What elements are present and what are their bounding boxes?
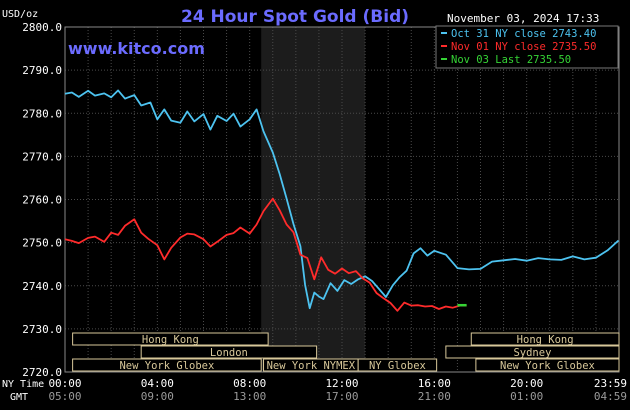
gmt-time-tick: 09:00 xyxy=(141,390,174,403)
grid xyxy=(64,26,620,373)
session-box xyxy=(475,358,620,372)
series-line xyxy=(64,89,620,310)
session-label: Hong Kong xyxy=(517,334,574,346)
gmt-time-tick: 17:00 xyxy=(325,390,358,403)
session-label: Sydney xyxy=(513,347,551,359)
ny-time-tick: 16:00 xyxy=(418,377,451,390)
session-box xyxy=(72,358,262,372)
y-tick-label: 2740.0 xyxy=(22,280,62,293)
y-tick-label: 2770.0 xyxy=(22,150,62,163)
plot-frame xyxy=(64,26,620,373)
ny-time-tick: 00:00 xyxy=(48,377,81,390)
gmt-time-tick: 21:00 xyxy=(418,390,451,403)
y-tick-label: 2760.0 xyxy=(22,194,62,207)
gmt-label: GMT xyxy=(10,392,28,403)
series-lines xyxy=(64,89,620,312)
legend-entry: Nov 01 NY close 2735.50 xyxy=(451,41,596,53)
ny-time-tick: 12:00 xyxy=(325,377,358,390)
units-label: USD/oz xyxy=(2,9,38,20)
session-box xyxy=(357,358,438,372)
y-tick-label: 2730.0 xyxy=(22,323,62,336)
y-tick-label: 2780.0 xyxy=(22,107,62,120)
session-label: New York Globex xyxy=(119,360,214,372)
session-label: NY Globex xyxy=(369,360,426,372)
session-box xyxy=(140,345,318,359)
gmt-time-tick: 04:59 xyxy=(594,390,627,403)
y-axis-tick-labels: 2720.0 2730.0 2740.0 2750.0 2760.0 2770.0 2780… xyxy=(22,21,62,379)
series-line xyxy=(64,197,467,312)
gmt-time-tick: 05:00 xyxy=(48,390,81,403)
session-label: New York NYMEX xyxy=(267,360,356,372)
ny-time-tick: 20:00 xyxy=(510,377,543,390)
legend-box xyxy=(435,25,619,69)
legend-entry: Nov 03 Last 2735.50 xyxy=(451,54,571,66)
ny-time-label: NY Time xyxy=(2,379,44,390)
chart-title: 24 Hour Spot Gold (Bid) xyxy=(181,7,409,27)
gmt-time-tick: 13:00 xyxy=(233,390,266,403)
session-label: Hong Kong xyxy=(142,334,199,346)
legend-entry: Oct 31 NY close 2743.40 xyxy=(451,28,596,40)
session-label: New York Globex xyxy=(500,360,595,372)
y-tick-label: 2750.0 xyxy=(22,237,62,250)
timestamp: November 03, 2024 17:33 xyxy=(447,12,599,25)
session-label: London xyxy=(210,347,248,359)
shaded-rect xyxy=(261,27,366,372)
session-box xyxy=(72,332,269,346)
y-tick-label: 2800.0 xyxy=(22,21,62,34)
y-tick-label: 2790.0 xyxy=(22,64,62,77)
ny-time-tick: 08:00 xyxy=(233,377,266,390)
session-box xyxy=(445,345,620,359)
shaded-session-region xyxy=(261,27,366,372)
session-box xyxy=(470,332,620,346)
gmt-time-tick: 01:00 xyxy=(510,390,543,403)
ny-time-tick: 04:00 xyxy=(141,377,174,390)
watermark-url: www.kitco.com xyxy=(68,39,205,58)
y-tick-label: 2720.0 xyxy=(22,366,62,379)
ny-time-tick: 23:59 xyxy=(594,377,627,390)
